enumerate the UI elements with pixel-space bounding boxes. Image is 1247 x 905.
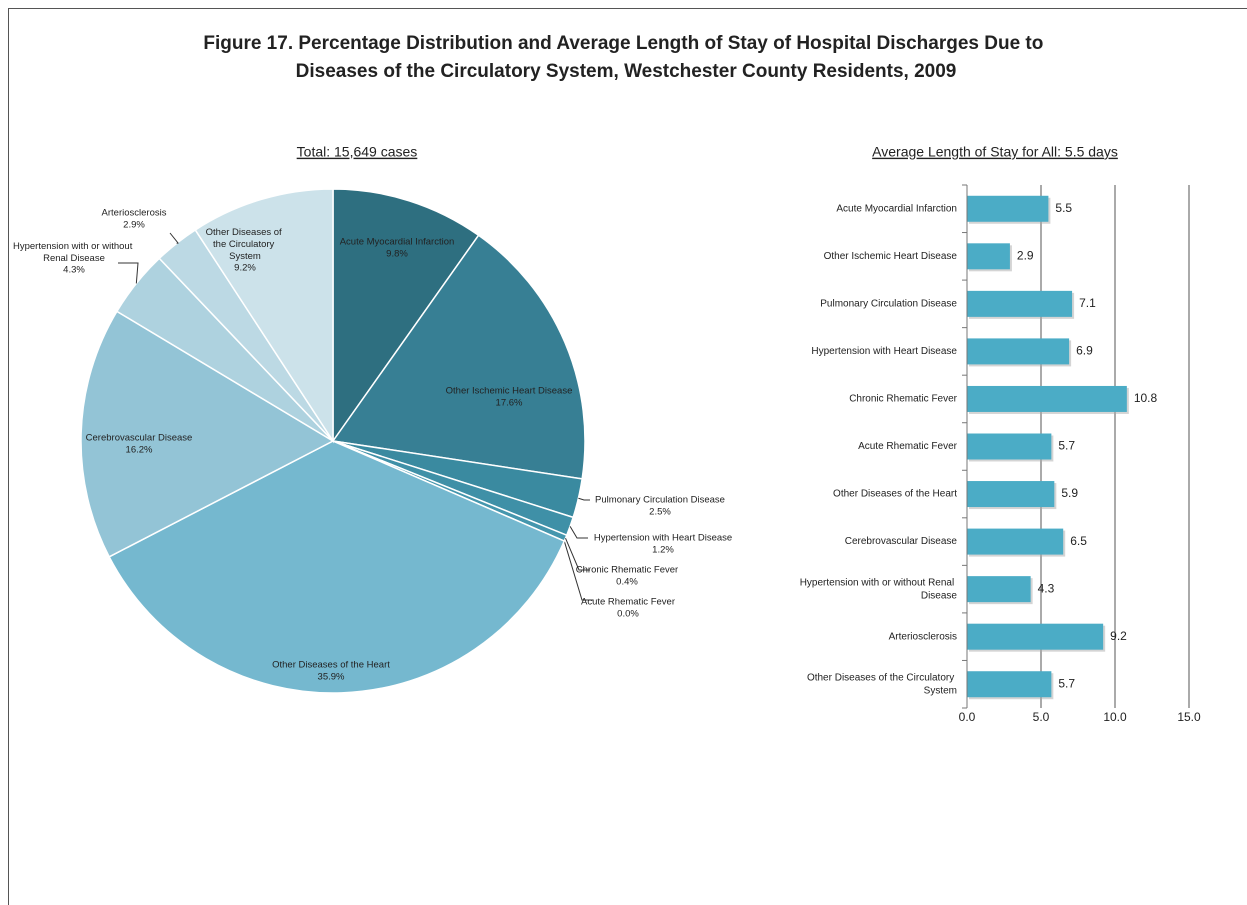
leader-line (169, 232, 179, 244)
value-label: 6.5 (1070, 534, 1087, 548)
x-tick-label: 5.0 (1033, 710, 1050, 724)
y-tick-label: Cerebrovascular Disease (845, 536, 958, 547)
leader-line (565, 537, 590, 571)
x-tick-label: 15.0 (1177, 710, 1201, 724)
y-tick-label: Chronic Rhematic Fever (849, 394, 957, 405)
slice-value: 4.3% (63, 265, 85, 276)
value-label: 9.2 (1110, 629, 1127, 643)
bar (967, 338, 1070, 365)
y-tick-label: Other Ischemic Heart Disease (824, 251, 958, 262)
value-label: 10.8 (1134, 391, 1158, 405)
pie-slice (331, 234, 586, 480)
slice-value: 9.2% (234, 263, 256, 274)
value-label: 4.3 (1038, 581, 1055, 595)
chart-subtitle: Average Length of Stay for All: 5.5 days (872, 144, 1118, 160)
bar (967, 671, 1052, 698)
slice-value: 0.0% (617, 609, 639, 620)
slice-value: 1.2% (652, 545, 674, 556)
y-tick-label: Hypertension with Heart Disease (811, 346, 957, 357)
bar (967, 195, 1049, 222)
y-tick-label: Arteriosclerosis (889, 631, 957, 642)
slice-value: 2.5% (649, 507, 671, 518)
value-label: 2.9 (1017, 248, 1034, 262)
pie-slice (108, 440, 566, 694)
slice-label: Cerebrovascular Disease (86, 433, 193, 444)
bar (967, 623, 1104, 650)
value-label: 6.9 (1076, 344, 1093, 358)
leader-line (569, 526, 588, 539)
bar (967, 528, 1064, 555)
slice-value: 0.4% (616, 577, 638, 588)
slice-label: Other Ischemic Heart Disease (446, 386, 573, 397)
y-tick-label: Other Diseases of the Circulatory System (807, 672, 957, 696)
y-tick-label: Other Diseases of the Heart (833, 489, 957, 500)
pie-slice (80, 310, 335, 558)
slice-label: Chronic Rhematic Fever (576, 565, 678, 576)
bar (967, 433, 1052, 460)
pie-slice (194, 188, 334, 444)
slice-label: Acute Rhematic Fever (581, 597, 675, 608)
bar (967, 243, 1010, 270)
leader-line (563, 540, 593, 601)
slice-label: Arteriosclerosis (102, 208, 167, 219)
x-tick-label: 10.0 (1103, 710, 1127, 724)
leader-line (118, 262, 139, 284)
value-label: 5.7 (1058, 676, 1075, 690)
pie-slice (332, 188, 480, 444)
slice-value: 9.8% (386, 249, 408, 260)
value-label: 5.5 (1055, 201, 1072, 215)
leader-line (578, 497, 590, 501)
slice-value: 2.9% (123, 220, 145, 231)
slice-label: Acute Myocardial Infarction (340, 237, 455, 248)
chart-subtitle: Total: 15,649 cases (297, 144, 418, 160)
chart-title: Figure 17. Percentage Distribution and A… (203, 33, 1048, 82)
slice-label: Hypertension with or without Renal Disea… (13, 241, 135, 264)
slice-label: Hypertension with Heart Disease (594, 533, 732, 544)
slice-value: 16.2% (126, 445, 153, 456)
bar (967, 481, 1055, 508)
y-tick-label: Pulmonary Circulation Disease (820, 299, 957, 310)
x-tick-label: 0.0 (959, 710, 976, 724)
slice-label: Pulmonary Circulation Disease (595, 495, 725, 506)
y-tick-label: Acute Myocardial Infarction (836, 203, 957, 214)
y-tick-label: Acute Rhematic Fever (858, 441, 958, 452)
slice-label: Other Diseases of the Heart (272, 660, 390, 671)
slice-value: 17.6% (496, 398, 523, 409)
value-label: 5.7 (1058, 439, 1075, 453)
slice-label: Other Diseases of the Circulatory System (206, 227, 285, 262)
y-tick-label: Hypertension with or without Renal Disea… (800, 577, 958, 601)
bar (967, 290, 1073, 317)
value-label: 5.9 (1061, 486, 1078, 500)
value-label: 7.1 (1079, 296, 1096, 310)
slice-value: 35.9% (318, 672, 345, 683)
bar (967, 576, 1031, 603)
bar (967, 385, 1127, 412)
